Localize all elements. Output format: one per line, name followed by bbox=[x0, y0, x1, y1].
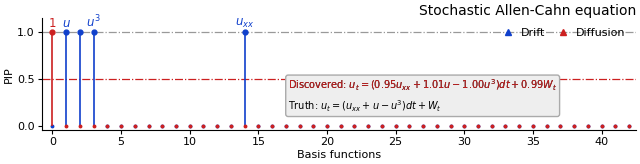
Legend: Drift, Diffusion: Drift, Diffusion bbox=[492, 24, 630, 43]
Y-axis label: PIP: PIP bbox=[4, 66, 14, 82]
X-axis label: Basis functions: Basis functions bbox=[296, 150, 381, 160]
Text: $u$: $u$ bbox=[61, 17, 70, 30]
Text: Stochastic Allen-Cahn equation: Stochastic Allen-Cahn equation bbox=[419, 4, 636, 18]
Text: $1$: $1$ bbox=[48, 17, 57, 30]
Text: $u_{xx}$: $u_{xx}$ bbox=[235, 17, 254, 30]
Text: Discovered: $u_t = (0.95u_{xx} + 1.01u - 1.00u^3)dt + 0.99W_t$
Truth: $u_t = (u_: Discovered: $u_t = (0.95u_{xx} + 1.01u -… bbox=[288, 78, 557, 114]
Text: $u^3$: $u^3$ bbox=[86, 14, 101, 30]
Text: Discovered: $u_t = (0.95u_{xx} + 1.01u - 1.00u^3)dt + 0.99W_t$: Discovered: $u_t = (0.95u_{xx} + 1.01u -… bbox=[288, 78, 557, 93]
